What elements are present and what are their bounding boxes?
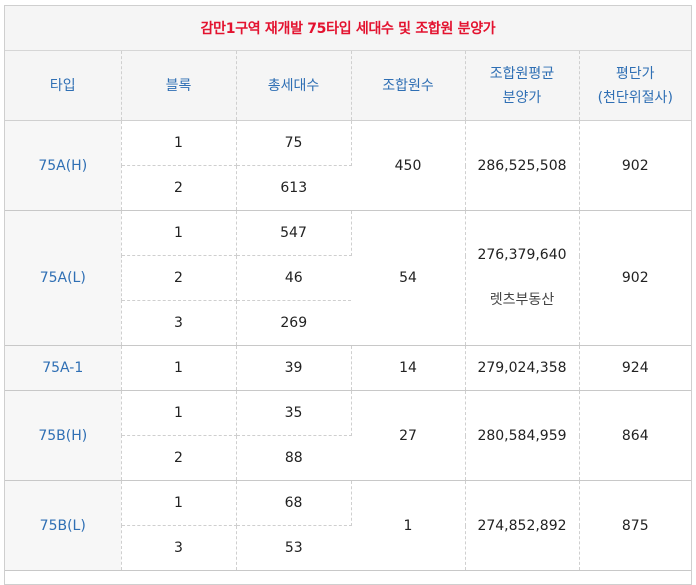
table-row: 2 613	[5, 165, 691, 211]
header-per-pyeong-line1: 평단가	[615, 65, 655, 82]
block-cell: 1	[121, 390, 237, 436]
header-per-pyeong-line2: (천단위절사)	[597, 89, 673, 106]
type-cell: 75A(L)	[5, 210, 122, 346]
avg-price-value: 276,379,640	[477, 247, 567, 263]
members-cell: 450	[351, 120, 466, 211]
members-cell: 54	[351, 210, 466, 346]
header-type: 타입	[5, 51, 122, 121]
block-cell: 1	[121, 480, 237, 526]
avg-price-cell: 286,525,508	[465, 120, 580, 211]
table-row: 75A-1 1 39 14 279,024,358 924	[5, 345, 691, 391]
members-cell: 27	[351, 390, 466, 481]
type-cell: 75A(H)	[5, 120, 122, 211]
block-cell: 2	[121, 435, 237, 481]
table-row: 75A(H) 1 75 450 286,525,508 902	[5, 120, 691, 211]
total-cell: 35	[236, 390, 352, 436]
header-avg-price-line1: 조합원평균	[489, 65, 555, 82]
table-row: 3 269	[5, 300, 691, 346]
block-cell: 1	[121, 120, 237, 166]
total-cell: 46	[236, 255, 351, 301]
type-cell: 75B(L)	[5, 480, 122, 571]
table-row: 2 88	[5, 435, 691, 481]
block-cell: 3	[121, 525, 237, 571]
members-cell: 1	[351, 480, 466, 571]
block-cell: 3	[121, 300, 237, 346]
type-cell: 75A-1	[5, 345, 122, 391]
table-row: 2 46	[5, 255, 691, 301]
per-pyeong-cell: 902	[579, 210, 691, 346]
header-avg-price: 조합원평균 분양가	[465, 51, 580, 121]
avg-price-cell: 274,852,892	[465, 480, 580, 571]
header-total-households: 총세대수	[236, 51, 352, 121]
total-cell: 75	[236, 120, 352, 166]
per-pyeong-cell: 875	[579, 480, 691, 571]
total-cell: 53	[236, 525, 351, 571]
per-pyeong-cell: 924	[579, 345, 691, 391]
per-pyeong-cell: 864	[579, 390, 691, 481]
header-block: 블록	[121, 51, 237, 121]
total-cell: 613	[236, 165, 351, 211]
table-row: 75A(L) 1 547 54 276,379,640 렛츠부동산 902	[5, 210, 691, 346]
block-cell: 2	[121, 255, 237, 301]
members-cell: 14	[351, 345, 466, 391]
avg-price-cell: 280,584,959	[465, 390, 580, 481]
table-row: 75B(L) 1 68 1 274,852,892 875	[5, 480, 691, 571]
block-cell: 1	[121, 345, 237, 391]
total-cell: 68	[236, 480, 352, 526]
block-cell: 1	[121, 210, 237, 256]
table-row: 3 53	[5, 525, 691, 571]
price-table: 타입 블록 총세대수 조합원수 조합원평균 분양가 평단가 (천단위절사) 75…	[5, 51, 691, 571]
price-table-container: 감만1구역 재개발 75타입 세대수 및 조합원 분양가 타입 블록 총세대수 …	[4, 5, 692, 585]
type-cell: 75B(H)	[5, 390, 122, 481]
header-members: 조합원수	[351, 51, 466, 121]
avg-price-cell: 279,024,358	[465, 345, 580, 391]
header-row: 타입 블록 총세대수 조합원수 조합원평균 분양가 평단가 (천단위절사)	[5, 51, 691, 121]
avg-price-cell: 276,379,640 렛츠부동산	[465, 210, 580, 346]
table-title: 감만1구역 재개발 75타입 세대수 및 조합원 분양가	[5, 6, 691, 51]
total-cell: 547	[236, 210, 352, 256]
header-per-pyeong: 평단가 (천단위절사)	[579, 51, 691, 121]
watermark-note: 렛츠부동산	[489, 292, 555, 308]
total-cell: 39	[236, 345, 352, 391]
total-cell: 88	[236, 435, 351, 481]
per-pyeong-cell: 902	[579, 120, 691, 211]
total-cell: 269	[236, 300, 351, 346]
table-row: 75B(H) 1 35 27 280,584,959 864	[5, 390, 691, 481]
header-avg-price-line2: 분양가	[502, 89, 542, 106]
block-cell: 2	[121, 165, 237, 211]
